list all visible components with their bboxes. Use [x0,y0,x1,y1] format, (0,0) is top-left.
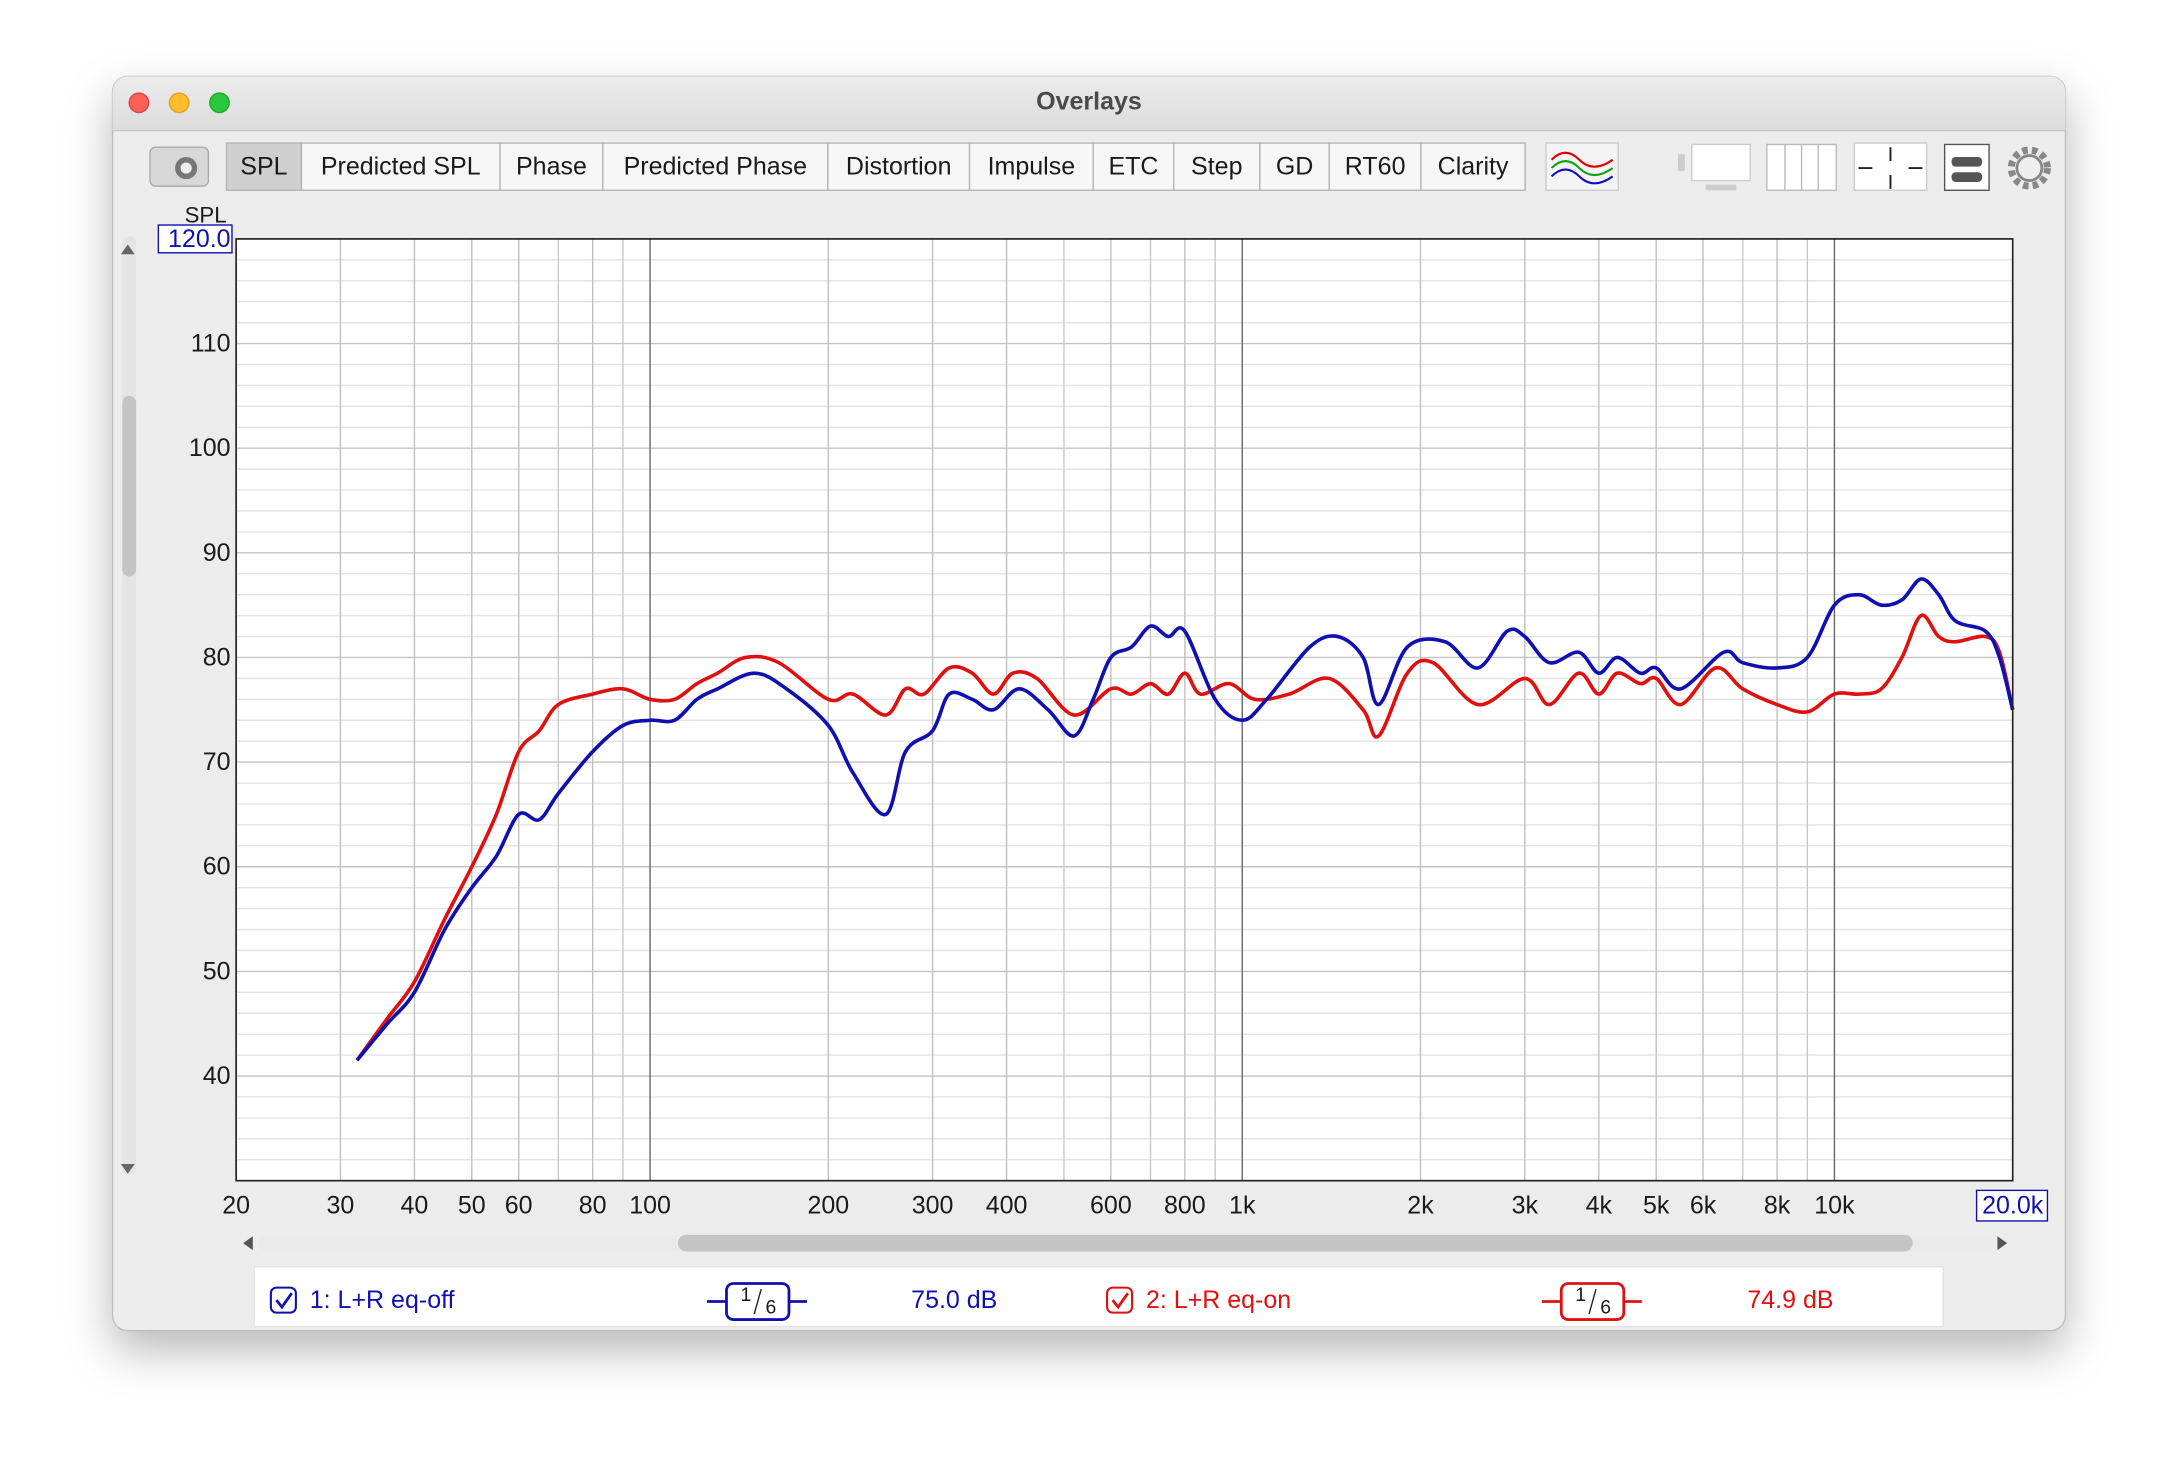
checkbox[interactable] [1106,1286,1134,1314]
tab[interactable] [602,142,829,191]
tab[interactable] [827,142,971,191]
legend-panel [253,1266,1944,1328]
x-tick-label: 60 [505,1192,533,1220]
tab-label: GD [1276,153,1314,181]
x-tick-label: 2k [1407,1192,1434,1220]
legend-level: 74.9 dB [1747,1286,1833,1314]
smoothing-denominator: 6 [1600,1297,1611,1319]
smoothing-slash [753,1288,762,1315]
checkmark [275,1292,293,1310]
minimize-button[interactable] [168,92,190,114]
tick-box [157,224,233,254]
tab-label: Phase [516,153,587,181]
x-tick-label: 40 [401,1192,429,1220]
tab-bar: SPL Predicted SPL Phase Predicted Phase Dist… [225,142,1526,191]
camera-button[interactable] [149,146,210,187]
toolbar-icons [1545,142,2051,191]
x-tick-label: 80 [579,1192,607,1220]
x-tick-label: 6k [1690,1192,1717,1220]
zoom-button[interactable] [209,92,230,114]
tab[interactable] [1420,142,1526,191]
tick-box [1975,1189,2049,1222]
y-tick-label: 50 [203,957,231,985]
legend: 1: L+R eq-off 16 75.0 dB 2: L+R eq-on 16 74.9… [269,1282,1834,1321]
tab[interactable] [1092,142,1175,191]
x-tick-label: 50 [458,1192,486,1220]
smoothing-numerator: 1 [741,1284,752,1306]
y-tick-label: 90 [203,539,231,567]
y-tick-label: 70 [203,748,231,776]
x-tick-label: 100 [629,1192,671,1220]
x-tick-label: 30 [327,1192,355,1220]
y-tick-label: 80 [203,643,231,671]
overlay-icon[interactable] [1545,142,1619,191]
tab-label: Distortion [846,153,952,181]
horizontal-scroll-thumb[interactable] [677,1234,1913,1252]
close-button[interactable] [128,92,150,114]
smoothing-denominator: 6 [766,1297,777,1319]
y-tick-label: 60 [203,853,231,881]
y-tick-label: 40 [203,1062,231,1090]
title-bar [112,76,2066,131]
tab-label: Predicted Phase [624,153,807,181]
curves [355,577,2015,1062]
tab-label: RT60 [1345,153,1406,181]
tab[interactable] [1259,142,1330,191]
x-tick-label: 10k [1814,1192,1855,1220]
tab[interactable] [499,142,604,191]
tab-label: Step [1191,153,1242,181]
panel-icon[interactable] [1943,143,1990,191]
series-line [355,577,2015,1062]
legend-name: 1: L+R eq-off [310,1286,455,1314]
tab[interactable] [968,142,1094,191]
series-line [355,613,2015,1062]
tab[interactable] [1328,142,1422,191]
x-tick-label: 1k [1229,1192,1256,1220]
legend-level: 75.0 dB [911,1286,997,1314]
x-tick-label: 600 [1090,1192,1132,1220]
checkmark [1111,1292,1130,1310]
x-tick-label: 20 [222,1192,250,1220]
plot-area [236,238,2013,1181]
layout-icon[interactable] [1691,143,1751,182]
axis-labels: 40 50 60 70 80 90 100 110 120.0 20 30 40 50 60 80 100 20… [157,203,2049,1222]
vertical-scrollbar[interactable] [122,236,137,1176]
legend-name: 2: L+R eq-on [1146,1286,1291,1314]
smoothing-numerator: 1 [1575,1284,1586,1306]
settings-icon[interactable] [2007,146,2051,190]
y-tick-label: 100 [189,434,231,462]
y-tick-label: 120.0 [168,225,231,253]
vertical-scroll-thumb[interactable] [122,395,137,577]
tab[interactable] [1173,142,1261,191]
y-tick-label: 110 [191,330,231,358]
x-tick-label: 300 [912,1192,954,1220]
checkbox[interactable] [269,1286,297,1314]
smoothing-slash [1588,1288,1597,1315]
x-tick-label: 400 [986,1192,1028,1220]
tab-label: Predicted SPL [321,153,481,181]
plot-border [235,238,2014,1182]
x-tick-label: 20.0k [1982,1192,2044,1220]
tab-label: ETC [1108,153,1158,181]
tab-label: Impulse [988,153,1076,181]
tab-label: SPL [240,153,287,181]
y-axis-label: SPL [185,203,227,228]
x-tick-label: 3k [1512,1192,1539,1220]
x-tick-label: 200 [807,1192,849,1220]
x-tick-label: 4k [1586,1192,1613,1220]
tab-label: Clarity [1438,153,1509,181]
x-tick-label: 800 [1164,1192,1206,1220]
x-tick-label: 8k [1764,1192,1791,1220]
x-tick-label: 5k [1643,1192,1670,1220]
window-title: Overlays [1036,87,1142,115]
